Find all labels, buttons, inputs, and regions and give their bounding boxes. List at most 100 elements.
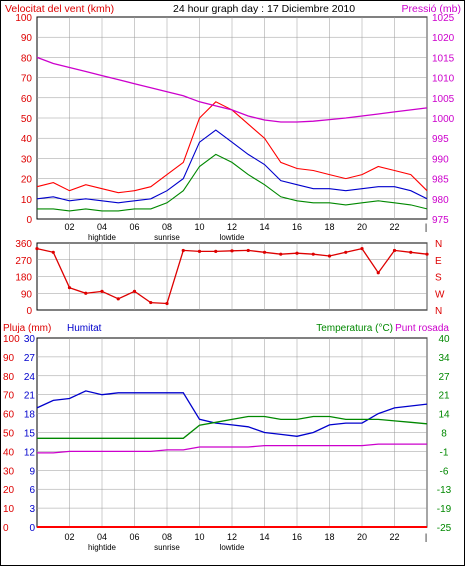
rain-tick-label: 12 — [24, 447, 36, 458]
y2-tick-label: -6 — [440, 466, 449, 477]
rain-humidity-temp-panel: 0 10 20 30 40 50 60 70 80 90 100 0 3 6 9 12 15 18 21 24 27 3… — [3, 334, 452, 552]
x-tick-label: 20 — [357, 222, 367, 232]
x-tick-label: | — [425, 222, 427, 232]
series-line-min — [37, 153, 428, 212]
x-tick-label: 10 — [194, 532, 204, 542]
y-tick-label: 20 — [21, 175, 33, 186]
direction-point — [35, 246, 39, 251]
x-tick-label: 08 — [162, 532, 172, 542]
x-tick-label: 18 — [324, 222, 334, 232]
direction-point — [67, 286, 72, 290]
series-line-pressure — [36, 56, 428, 123]
direction-point — [100, 289, 104, 293]
compass-label: W — [435, 289, 445, 300]
y2-tick-label: -13 — [437, 485, 452, 496]
x-tick-label: 16 — [292, 222, 302, 232]
y-tick-label: 40 — [3, 447, 15, 458]
x-tick-label: | — [425, 532, 427, 542]
direction-point — [181, 248, 185, 253]
x-tick-label: 02 — [64, 532, 74, 542]
direction-point — [376, 271, 380, 275]
direction-point — [149, 300, 153, 305]
compass-label: E — [435, 256, 442, 267]
direction-point — [230, 249, 234, 253]
x-tick-label: 08 — [162, 222, 172, 232]
y2-tick-label: 1015 — [432, 53, 455, 64]
series-line-avg — [36, 129, 428, 204]
tide-label-hightide: hightide — [88, 543, 117, 552]
direction-point — [197, 249, 202, 253]
y2-tick-label: -1 — [440, 447, 449, 458]
tide-label-sunrise: sunrise — [154, 543, 180, 552]
y2-tick-label: 995 — [432, 134, 449, 145]
x-tick-label: 04 — [97, 222, 107, 232]
y2-tick-label: 14 — [438, 410, 450, 421]
y2-tick-label: 1025 — [432, 13, 455, 24]
compass-label: N — [435, 239, 442, 250]
y2-tick-label: -19 — [437, 504, 452, 515]
y-tick-label: 10 — [3, 504, 15, 515]
rain-tick-label: 9 — [29, 466, 35, 477]
rain-tick-label: 15 — [24, 429, 36, 440]
y-tick-label: 80 — [21, 53, 33, 64]
y-tick-label: 20 — [3, 485, 15, 496]
rain-title: Pluja (mm) — [3, 323, 51, 334]
direction-point — [116, 297, 120, 301]
y-tick-label: 10 — [21, 195, 33, 206]
y-tick-label: 60 — [21, 94, 33, 105]
tide-label-hightide: hightide — [88, 233, 117, 242]
x-tick-label: 22 — [389, 222, 399, 232]
y-tick-label: 90 — [3, 353, 15, 364]
y-tick-label: 100 — [15, 13, 32, 24]
direction-point — [214, 249, 218, 253]
x-tick-label: 10 — [194, 222, 204, 232]
y-tick-label: 70 — [3, 391, 15, 402]
x-tick-label: 12 — [227, 222, 237, 232]
y2-tick-label: 40 — [438, 334, 450, 345]
direction-point — [344, 250, 348, 254]
y-tick-label: 270 — [15, 256, 32, 267]
y2-tick-label: 980 — [432, 195, 449, 206]
y-tick-label: 360 — [15, 239, 32, 250]
y2-tick-label: 34 — [438, 353, 450, 364]
y-tick-label: 30 — [3, 466, 15, 477]
rain-tick-label: 18 — [24, 410, 36, 421]
direction-point — [51, 250, 55, 254]
x-tick-label: 06 — [129, 532, 139, 542]
y-tick-label: 0 — [3, 523, 9, 534]
rain-tick-label: 24 — [24, 372, 36, 383]
series-line-humidity — [36, 390, 428, 437]
pressure-title: Pressió (mb) — [401, 3, 461, 15]
rain-tick-label: 0 — [29, 523, 35, 534]
direction-point — [279, 252, 283, 256]
rain-tick-label: 6 — [29, 485, 35, 496]
rain-tick-label: 30 — [24, 334, 36, 345]
y2-tick-label: 990 — [432, 154, 449, 165]
direction-point — [262, 250, 267, 254]
series-line-temperature — [37, 415, 428, 439]
rain-tick-label: 3 — [29, 504, 35, 515]
tide-label-sunrise: sunrise — [154, 233, 180, 242]
direction-point — [246, 248, 250, 253]
graph-day-title: 24 hour graph day : 17 Diciembre 2010 — [173, 3, 355, 15]
x-tick-label: 18 — [324, 532, 334, 542]
y2-tick-label: 27 — [438, 372, 450, 383]
direction-point — [409, 250, 413, 254]
x-tick-label: 14 — [259, 222, 269, 232]
y2-tick-label: 1005 — [432, 94, 455, 105]
direction-point — [165, 301, 169, 306]
direction-point — [360, 246, 364, 251]
tide-label-lowtide: lowtide — [220, 233, 245, 242]
rain-tick-label: 21 — [24, 391, 36, 402]
x-tick-label: 06 — [129, 222, 139, 232]
direction-point — [132, 289, 137, 293]
y2-tick-label: 985 — [432, 175, 449, 186]
y-tick-label: 0 — [26, 215, 32, 226]
x-tick-label: 22 — [389, 532, 399, 542]
y2-tick-label: 1000 — [432, 114, 455, 125]
series-line-dewpoint — [37, 443, 427, 454]
y2-tick-label: -25 — [437, 523, 452, 534]
wind-speed-title: Velocitat del vent (kmh) — [5, 3, 114, 15]
